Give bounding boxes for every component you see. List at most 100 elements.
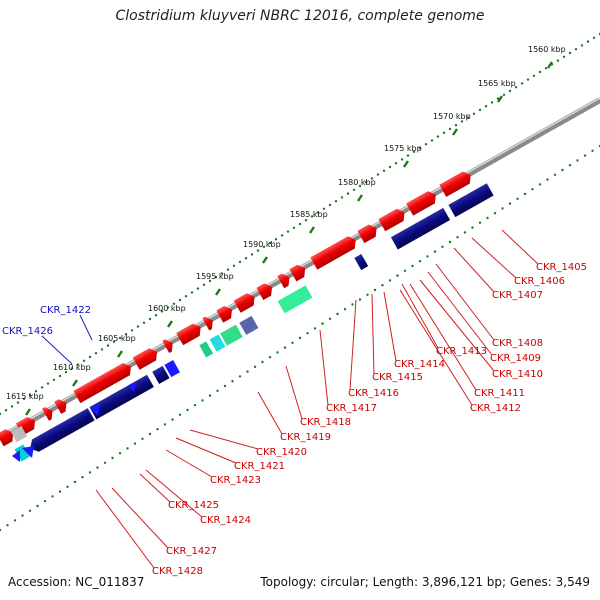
inner-scale-dot <box>478 221 482 224</box>
leader-line <box>145 469 203 518</box>
scale-tick <box>25 408 31 416</box>
forward-gene <box>406 191 436 216</box>
scale-dot <box>112 340 116 343</box>
inner-scale-dot <box>148 432 152 436</box>
scale-label: 1615 kbp <box>6 392 44 401</box>
scale-dot <box>94 352 98 355</box>
inner-scale-dot <box>306 332 309 335</box>
gene-label: CKR_1413 <box>436 346 487 357</box>
forward-gene <box>357 224 377 244</box>
reverse-gene <box>14 444 31 462</box>
gene-label: CKR_1405 <box>536 262 587 273</box>
scale-dot <box>364 181 368 184</box>
inner-scale-dot <box>336 312 339 316</box>
scale-dot <box>472 112 476 116</box>
inner-scale-dot <box>358 298 362 301</box>
scale-dot <box>436 135 440 138</box>
inner-scale-dot <box>0 528 2 532</box>
forward-gene <box>162 339 173 354</box>
scale-dot <box>142 321 146 324</box>
gene-label: CKR_1409 <box>490 353 541 364</box>
inner-scale-dot <box>66 485 69 488</box>
scale-dot <box>358 184 362 188</box>
inner-scale-dot <box>396 274 399 277</box>
scale-dot <box>424 143 428 146</box>
scale-label: 1565 kbp <box>478 79 516 88</box>
gene-label: CKR_1421 <box>234 461 285 472</box>
inner-scale-dot <box>268 356 272 359</box>
inner-scale-dot <box>516 197 519 200</box>
scale-dot <box>538 70 542 74</box>
inner-scale-dot <box>88 471 92 474</box>
inner-scale-dot <box>576 159 579 162</box>
gene-label: CKR_1415 <box>372 372 423 383</box>
scale-dot <box>448 127 452 131</box>
scale-tick <box>309 226 315 234</box>
scale-dot <box>562 55 566 58</box>
misc-markers <box>10 382 136 462</box>
inner-scale-dot <box>546 178 549 181</box>
inner-scale-dot <box>126 447 129 450</box>
forward-gene <box>256 283 273 301</box>
scale-dot <box>148 317 152 321</box>
gene-label: CKR_1412 <box>470 403 521 414</box>
leader-line <box>139 473 171 503</box>
gene-label: CKR_1410 <box>492 369 543 380</box>
scale-dot <box>394 162 398 165</box>
gene-label: CKR_1414 <box>394 359 445 370</box>
forward-gene <box>42 407 53 421</box>
inner-scale-dot <box>283 346 287 349</box>
leader-line <box>111 487 169 549</box>
reverse-gene <box>390 207 451 250</box>
leader-line <box>175 437 237 464</box>
scale-dot <box>286 230 290 233</box>
scale-dot <box>106 344 110 347</box>
inner-scale-dot <box>591 149 594 152</box>
scale-dot <box>544 67 548 70</box>
scale-label: 1605 kbp <box>98 334 136 343</box>
scale-dot <box>304 219 308 222</box>
scale-dot <box>88 355 92 359</box>
inner-scale-dot <box>43 500 47 503</box>
scale-dot <box>214 276 218 279</box>
inner-scale-dot <box>253 365 257 368</box>
gene-label: CKR_1424 <box>200 515 251 526</box>
scale-tick <box>403 160 409 168</box>
inner-scale-dot <box>51 495 54 498</box>
inner-scale-dot <box>28 509 32 512</box>
inner-scale-dot <box>223 384 227 388</box>
inner-scale-dot <box>6 524 9 527</box>
scale-dot <box>10 405 14 408</box>
scale-dot <box>592 36 596 39</box>
inner-scale-dot <box>403 269 407 272</box>
inner-scale-dot <box>216 389 219 392</box>
forward-gene <box>378 208 405 232</box>
scale-dot <box>412 150 416 153</box>
inner-scale-dot <box>463 231 467 234</box>
inner-scale-dot <box>21 514 24 517</box>
scale-tick <box>215 288 221 296</box>
inner-scale-dot <box>351 303 354 306</box>
scale-dot <box>460 120 464 123</box>
forward-gene <box>73 362 131 404</box>
forward-gene-track <box>0 171 471 447</box>
gene-label: CKR_1416 <box>348 388 399 399</box>
reverse-gene <box>199 341 214 358</box>
scale-dot <box>262 245 266 248</box>
scale-dot <box>454 124 458 127</box>
scale-dot <box>268 241 272 245</box>
inner-ticks <box>0 144 600 532</box>
inner-scale-dot <box>133 442 137 445</box>
gene-label: CKR_1420 <box>256 447 307 458</box>
blue-marker <box>22 446 34 458</box>
inner-scale-dot <box>456 236 459 239</box>
scale-dot <box>0 412 2 416</box>
leader-line <box>41 335 73 365</box>
scale-label: 1590 kbp <box>243 240 281 249</box>
inner-scale-dot <box>298 336 302 340</box>
scale-dot <box>376 173 380 176</box>
blue-marker <box>12 450 20 462</box>
scale-dot <box>154 314 158 317</box>
inner-scale-dot <box>193 404 197 407</box>
scale-dot <box>196 287 200 290</box>
